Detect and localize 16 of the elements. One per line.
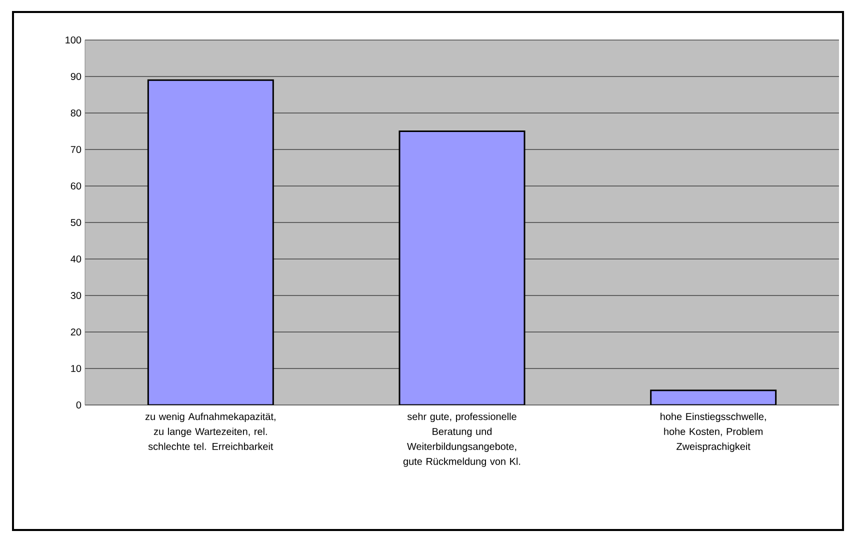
- y-tick-label: 40: [70, 255, 82, 263]
- bar: [147, 79, 274, 405]
- y-tick-label: 70: [70, 146, 82, 154]
- y-tick-label: 90: [70, 72, 82, 80]
- x-tick-label: sehr gute, professionelle Beratung und Weiterbildungsangebote, gute Rückmeldung von Kl.: [403, 412, 520, 467]
- y-tick-label: 50: [70, 218, 82, 226]
- y-tick-label: 60: [70, 182, 82, 190]
- y-tick-label: 30: [70, 292, 82, 300]
- y-tick-label: 0: [76, 401, 82, 409]
- x-tick-label: zu wenig Aufnahmekapazität, zu lange Wartezeiten, rel. schlechte tel. Erreichbarkeit: [145, 412, 276, 450]
- y-tick-label: 10: [71, 364, 82, 372]
- y-tick-label: 80: [70, 109, 82, 117]
- y-tick-label: 100: [66, 36, 82, 44]
- x-tick-label: hohe Einstiegsschwelle, hohe Kosten, Problem Zweisprachigkeit: [660, 412, 766, 452]
- y-tick-label: 20: [70, 328, 82, 336]
- bar: [398, 130, 526, 405]
